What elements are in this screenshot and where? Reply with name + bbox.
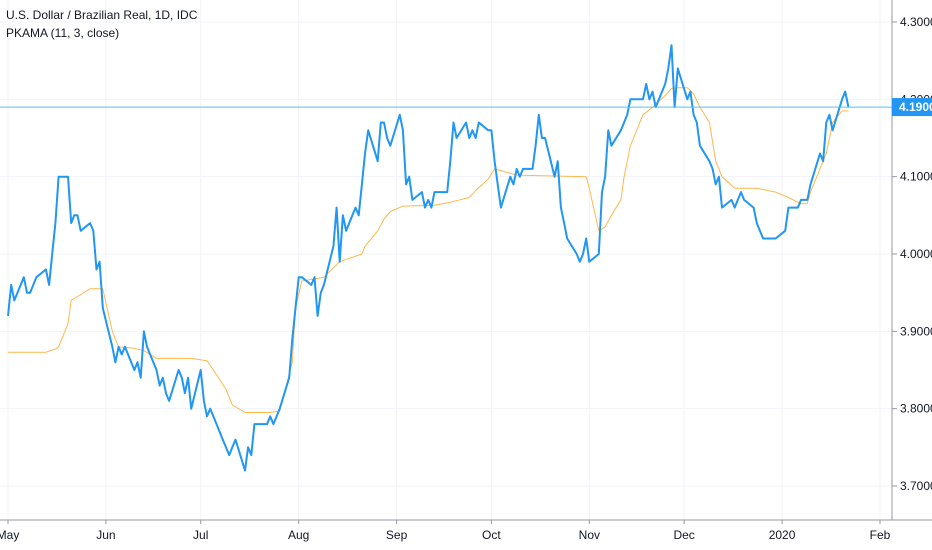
y-tick-label: 4.3000 [900, 15, 932, 29]
x-tick-label: Jun [96, 528, 115, 542]
x-tick-label: Aug [288, 528, 309, 542]
indicator-label: PKAMA (11, 3, close) [6, 26, 120, 40]
series-layer [0, 44, 892, 472]
last-price-label-bg [892, 98, 932, 117]
x-tick-label: May [0, 528, 19, 542]
chart-legend: U.S. Dollar / Brazilian Real, 1D, IDC PK… [6, 6, 197, 42]
y-tick-label: 3.7000 [900, 479, 932, 493]
x-tick-label: Nov [579, 528, 600, 542]
x-tick-label: Oct [482, 528, 501, 542]
x-tick-label: 2020 [769, 528, 796, 542]
x-tick-label: Feb [870, 528, 891, 542]
x-tick-label: Dec [673, 528, 694, 542]
last-price-label: 4.1900 [899, 100, 932, 114]
y-tick-label: 3.8000 [900, 402, 932, 416]
grid-layer [0, 0, 892, 520]
chart-title: U.S. Dollar / Brazilian Real, 1D, IDC [6, 8, 198, 22]
y-tick-label: 4.0000 [900, 247, 932, 261]
y-tick-label: 4.1000 [900, 170, 932, 184]
indicator-series-line [8, 87, 849, 413]
x-tick-label: Sep [386, 528, 408, 542]
x-tick-label: Jul [193, 528, 208, 542]
y-tick-label: 3.9000 [900, 324, 932, 338]
price-series-line [7, 44, 850, 472]
